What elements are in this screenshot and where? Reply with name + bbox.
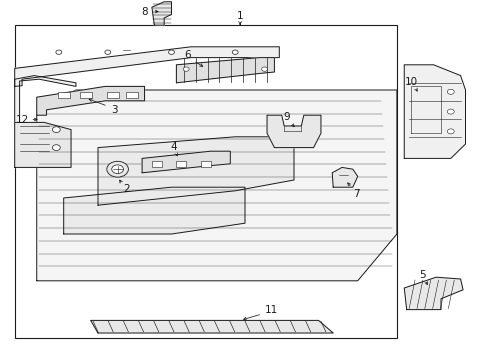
Circle shape — [232, 50, 238, 54]
Bar — [80, 92, 92, 98]
Bar — [107, 92, 119, 98]
Polygon shape — [98, 137, 294, 205]
Circle shape — [112, 165, 123, 174]
Polygon shape — [64, 187, 245, 234]
Polygon shape — [142, 151, 230, 173]
Bar — [201, 161, 211, 167]
Bar — [58, 92, 70, 98]
Circle shape — [447, 129, 454, 134]
Circle shape — [52, 127, 60, 132]
Bar — [176, 161, 186, 167]
Circle shape — [447, 89, 454, 94]
Bar — [15, 25, 397, 338]
Text: 4: 4 — [171, 142, 177, 152]
Polygon shape — [267, 115, 321, 148]
Text: 1: 1 — [237, 11, 244, 21]
Polygon shape — [15, 76, 76, 167]
Polygon shape — [15, 47, 279, 86]
Text: 10: 10 — [405, 77, 418, 87]
Text: 2: 2 — [123, 184, 130, 194]
Polygon shape — [152, 2, 172, 25]
Circle shape — [447, 109, 454, 114]
Polygon shape — [404, 65, 466, 158]
Circle shape — [183, 67, 189, 71]
Circle shape — [105, 50, 111, 54]
Polygon shape — [37, 86, 145, 115]
Polygon shape — [404, 277, 463, 310]
Text: 12: 12 — [16, 114, 29, 125]
Circle shape — [52, 145, 60, 150]
Circle shape — [169, 50, 174, 54]
Text: 6: 6 — [184, 50, 191, 60]
Circle shape — [56, 50, 62, 54]
Text: 8: 8 — [142, 6, 148, 17]
Bar — [126, 92, 138, 98]
Text: 9: 9 — [283, 112, 290, 122]
Polygon shape — [37, 90, 397, 281]
Text: 7: 7 — [353, 189, 360, 199]
Circle shape — [107, 161, 128, 177]
Text: 11: 11 — [264, 305, 278, 315]
Bar — [152, 161, 162, 167]
Circle shape — [262, 67, 268, 71]
Polygon shape — [176, 58, 274, 83]
Polygon shape — [15, 122, 71, 167]
Polygon shape — [332, 167, 358, 187]
Text: 3: 3 — [111, 105, 118, 115]
Text: 5: 5 — [419, 270, 426, 280]
Polygon shape — [91, 320, 333, 333]
